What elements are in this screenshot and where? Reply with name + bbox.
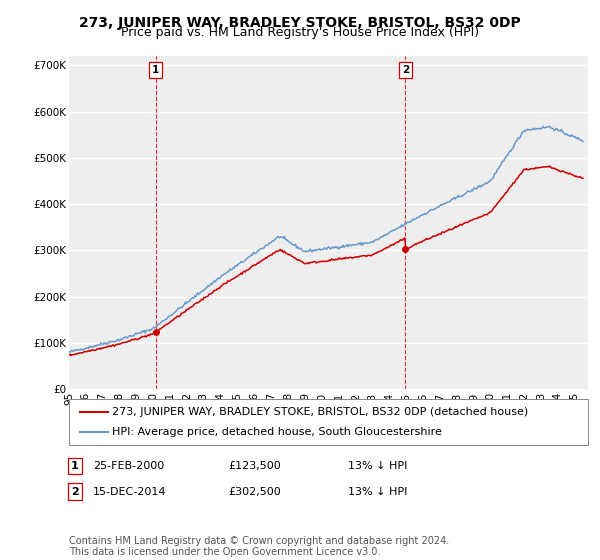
Text: 273, JUNIPER WAY, BRADLEY STOKE, BRISTOL, BS32 0DP: 273, JUNIPER WAY, BRADLEY STOKE, BRISTOL…: [79, 16, 521, 30]
Text: 25-FEB-2000: 25-FEB-2000: [93, 461, 164, 471]
Text: Contains HM Land Registry data © Crown copyright and database right 2024.
This d: Contains HM Land Registry data © Crown c…: [69, 535, 449, 557]
Text: 1: 1: [152, 65, 160, 75]
Text: 13% ↓ HPI: 13% ↓ HPI: [348, 461, 407, 471]
Text: 1: 1: [71, 461, 79, 471]
Text: 273, JUNIPER WAY, BRADLEY STOKE, BRISTOL, BS32 0DP (detached house): 273, JUNIPER WAY, BRADLEY STOKE, BRISTOL…: [112, 407, 529, 417]
Text: 2: 2: [402, 65, 409, 75]
Text: HPI: Average price, detached house, South Gloucestershire: HPI: Average price, detached house, Sout…: [112, 427, 442, 437]
Text: £302,500: £302,500: [228, 487, 281, 497]
Text: 2: 2: [71, 487, 79, 497]
Point: [151, 328, 161, 337]
Text: £123,500: £123,500: [228, 461, 281, 471]
Text: 13% ↓ HPI: 13% ↓ HPI: [348, 487, 407, 497]
Text: Price paid vs. HM Land Registry's House Price Index (HPI): Price paid vs. HM Land Registry's House …: [121, 26, 479, 39]
Text: 15-DEC-2014: 15-DEC-2014: [93, 487, 167, 497]
Point: [401, 245, 410, 254]
